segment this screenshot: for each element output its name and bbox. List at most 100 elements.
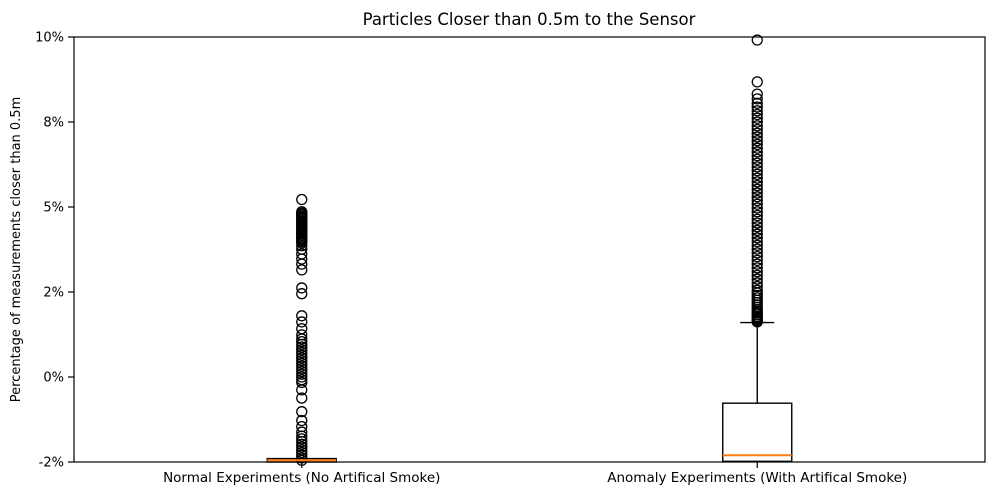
outlier-point	[296, 435, 308, 448]
outlier-point	[751, 269, 763, 281]
x-tick-label: Anomaly Experiments (With Artifical Smok…	[607, 470, 907, 486]
outlier-point	[751, 198, 763, 210]
outlier-point	[296, 310, 308, 322]
outlier-point	[296, 193, 308, 206]
outlier-point	[296, 352, 308, 364]
outlier-point	[751, 88, 763, 100]
outlier-point	[751, 123, 763, 136]
outlier-point	[296, 264, 308, 276]
outlier-point	[751, 183, 763, 195]
outlier-point	[751, 112, 763, 124]
y-axis-label: Percentage of measurements closer than 0…	[9, 97, 24, 403]
outlier-point	[296, 360, 308, 372]
outlier-point	[751, 228, 763, 240]
outlier-point	[751, 142, 763, 154]
outlier-point	[751, 191, 763, 203]
outlier-point	[296, 288, 308, 300]
outlier-point	[296, 363, 308, 375]
outlier-point	[751, 172, 763, 184]
outlier-point	[751, 120, 763, 132]
outlier-point	[296, 335, 308, 348]
outlier-point	[751, 161, 763, 173]
outlier-point	[296, 349, 308, 361]
outlier-point	[751, 273, 763, 285]
outlier-point	[296, 441, 308, 453]
outlier-point	[751, 217, 763, 229]
outlier-point	[751, 97, 763, 109]
outlier-point	[296, 430, 308, 442]
outlier-point	[751, 247, 763, 259]
outlier-point	[296, 414, 308, 427]
outlier-point	[751, 157, 763, 169]
outlier-point	[751, 206, 763, 218]
x-tick-label: Normal Experiments (No Artifical Smoke)	[163, 470, 440, 486]
outlier-point	[751, 179, 763, 192]
outlier-point	[296, 333, 308, 345]
outlier-point	[751, 76, 763, 88]
y-tick-label: 2%	[43, 286, 64, 301]
outlier-point	[751, 105, 763, 117]
outlier-point	[296, 357, 308, 370]
outlier-point	[296, 433, 308, 445]
outlier-point	[296, 371, 308, 383]
outlier-point	[751, 176, 763, 188]
outlier-point	[751, 254, 763, 267]
outlier-point	[751, 187, 763, 199]
y-tick-label: 5%	[43, 201, 64, 216]
outlier-point	[751, 135, 763, 147]
outlier-point	[751, 153, 763, 166]
iqr-box	[722, 402, 793, 463]
outlier-point	[751, 101, 763, 113]
outlier-point	[296, 344, 308, 356]
outlier-point	[296, 392, 308, 404]
outlier-point	[751, 213, 763, 225]
y-tick-label: 10%	[35, 31, 64, 46]
outlier-point	[296, 368, 308, 380]
outlier-point	[751, 34, 763, 46]
outlier-point	[751, 262, 763, 274]
outlier-point	[751, 258, 763, 270]
chart-title: Particles Closer than 0.5m to the Sensor	[363, 10, 696, 29]
outlier-point	[296, 258, 308, 270]
outlier-point	[296, 316, 308, 328]
outlier-point	[296, 384, 308, 396]
outlier-point	[296, 446, 308, 459]
outlier-point	[296, 237, 308, 249]
outlier-point	[751, 232, 763, 244]
outlier-point	[296, 282, 308, 294]
axes-spines	[73, 36, 986, 463]
outlier-point	[751, 127, 763, 139]
outlier-point	[751, 138, 763, 151]
outlier-point	[751, 108, 763, 121]
y-tick-label: 0%	[43, 371, 64, 386]
outlier-point	[751, 250, 763, 263]
outlier-point	[751, 194, 763, 207]
outlier-point	[751, 168, 763, 181]
y-tick-label: -2%	[39, 456, 64, 471]
outlier-point	[751, 209, 763, 222]
outlier-point	[751, 116, 763, 128]
outlier-point	[751, 150, 763, 162]
outlier-point	[751, 243, 763, 255]
outlier-point	[296, 341, 308, 353]
plot-area: -2% 0% 2% 5% 8% 10% Normal Experiments (No Art…	[35, 31, 907, 487]
outlier-point	[296, 338, 308, 351]
outlier-point	[751, 221, 763, 233]
outlier-point	[296, 355, 308, 367]
outlier-point	[751, 131, 763, 143]
outlier-point	[751, 202, 763, 214]
outlier-point	[296, 406, 308, 418]
outlier-point	[751, 146, 763, 158]
outlier-point	[751, 224, 763, 237]
outlier-point	[296, 346, 308, 359]
outlier-point	[296, 365, 308, 378]
outlier-point	[751, 239, 763, 252]
outlier-point	[751, 280, 763, 293]
outlier-point	[296, 438, 308, 450]
outlier-point	[751, 164, 763, 177]
outlier-point	[296, 253, 308, 265]
y-tick-label: 8%	[43, 116, 64, 131]
outlier-point	[751, 236, 763, 248]
